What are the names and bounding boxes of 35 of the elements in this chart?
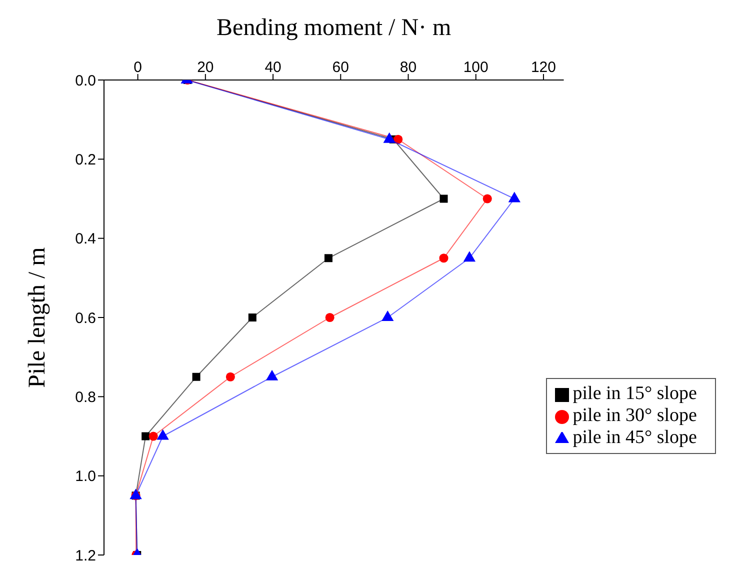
point (440, 194, 448, 203)
x-tick-label: 100 (463, 59, 488, 76)
y-tick-label: 0.2 (75, 151, 96, 168)
x-tick-label: 40 (264, 59, 282, 76)
x-tick-label: 0 (134, 59, 142, 76)
x-tick-label: 80 (400, 59, 417, 76)
y-tick-label: 0.0 (75, 72, 96, 90)
point (324, 254, 332, 262)
x-tick-label: 120 (530, 59, 556, 76)
legend-label: pile in 45° slope (572, 427, 697, 448)
point (142, 432, 150, 440)
legend-label: pile in 30° slope (572, 405, 697, 426)
point (266, 370, 278, 380)
legend-label: pile in 15° slope (572, 383, 697, 404)
point (394, 134, 403, 144)
y-tick-label: 0.4 (75, 230, 96, 248)
y-tick-label: 1.2 (75, 547, 96, 564)
point (130, 488, 142, 500)
point (226, 372, 235, 382)
y-tick-label: 0.8 (75, 388, 96, 406)
point (248, 314, 256, 322)
x-tick-label: 60 (332, 59, 349, 76)
point (148, 432, 158, 441)
y-tick-label: 0.6 (75, 310, 96, 327)
point (463, 251, 476, 262)
point (192, 372, 200, 381)
y-axis-title: Pile length / m (24, 246, 51, 388)
point (325, 312, 334, 322)
x-axis-title: Bending moment / N· m (216, 15, 452, 42)
x-tick-label: 20 (197, 59, 214, 76)
y-tick-label: 1.0 (75, 468, 96, 486)
point (382, 310, 394, 322)
point (156, 429, 169, 440)
point (482, 194, 492, 204)
point (439, 254, 448, 263)
